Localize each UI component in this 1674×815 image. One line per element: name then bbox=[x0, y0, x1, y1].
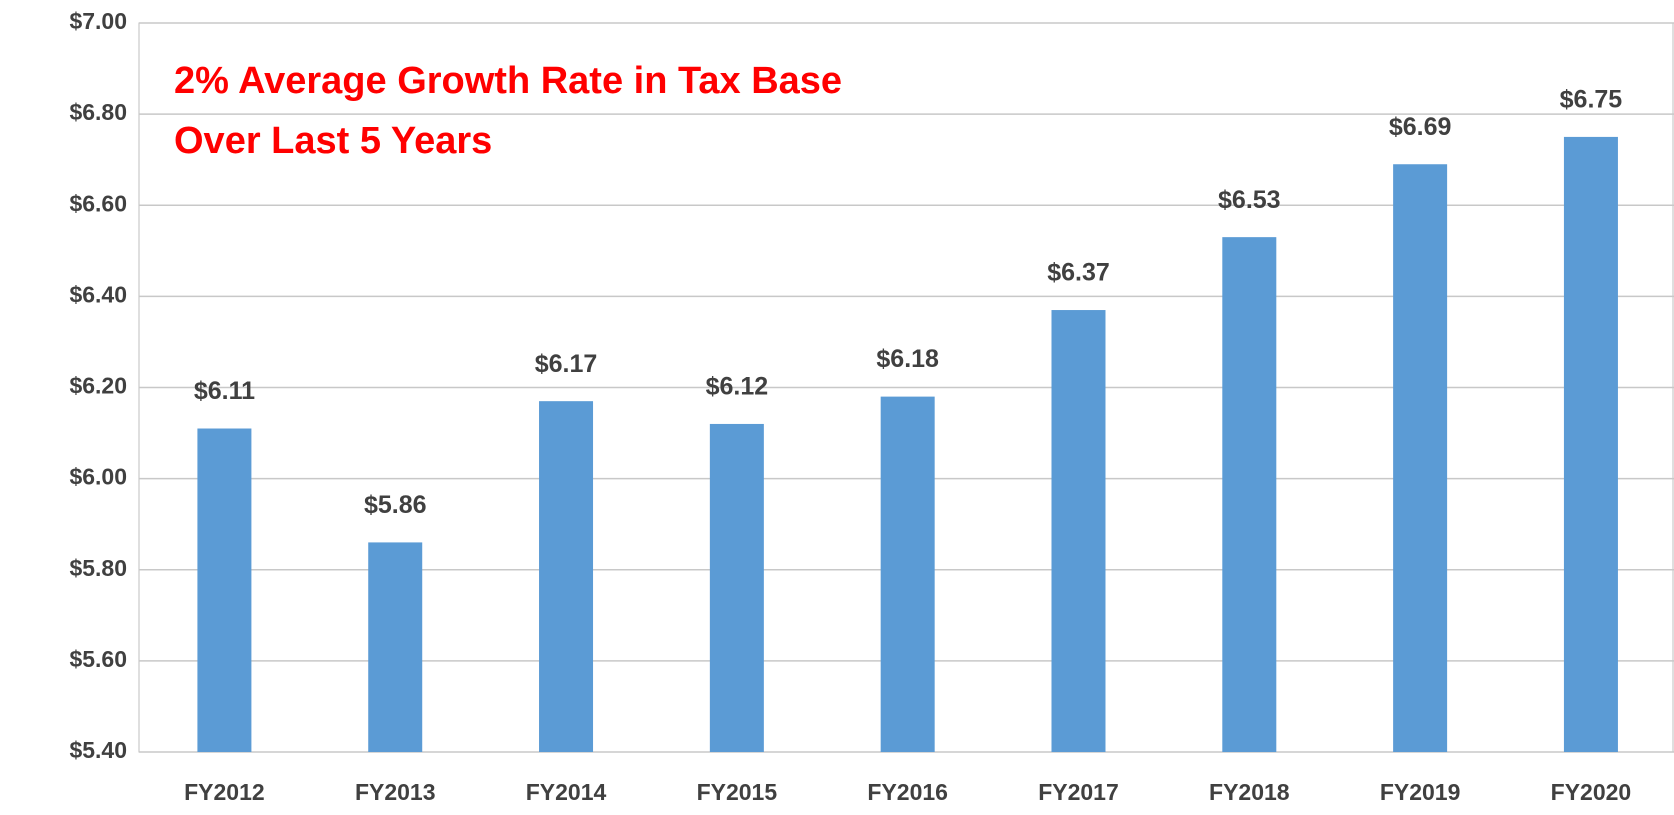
x-tick-label: FY2018 bbox=[1209, 779, 1290, 805]
bar bbox=[1393, 164, 1448, 752]
x-tick-label: FY2013 bbox=[355, 779, 436, 805]
x-tick-label: FY2020 bbox=[1551, 779, 1632, 805]
value-label: $6.37 bbox=[1047, 259, 1110, 287]
value-label: $6.75 bbox=[1560, 86, 1623, 114]
y-tick-label: $5.40 bbox=[69, 737, 127, 763]
y-tick-label: $5.60 bbox=[69, 646, 127, 672]
annotation: Over Last 5 Years bbox=[174, 120, 492, 162]
x-tick-label: FY2017 bbox=[1038, 779, 1119, 805]
bar bbox=[197, 428, 252, 752]
value-label: $6.69 bbox=[1389, 113, 1452, 141]
value-label: $6.53 bbox=[1218, 186, 1281, 214]
value-label: $6.18 bbox=[876, 345, 939, 373]
bar bbox=[709, 423, 764, 752]
bar bbox=[1222, 237, 1277, 753]
x-tick-label: FY2015 bbox=[697, 779, 778, 805]
y-tick-label: $6.00 bbox=[69, 464, 127, 490]
value-label: $5.86 bbox=[364, 491, 427, 519]
bar bbox=[1051, 310, 1106, 752]
x-tick-label: FY2012 bbox=[184, 779, 265, 805]
y-tick-label: $6.40 bbox=[69, 281, 127, 307]
y-tick-label: $6.20 bbox=[69, 373, 127, 399]
x-tick-label: FY2019 bbox=[1380, 779, 1461, 805]
bar bbox=[1563, 136, 1618, 752]
y-tick-label: $6.80 bbox=[69, 99, 127, 125]
x-tick-label: FY2016 bbox=[867, 779, 948, 805]
y-tick-label: $7.00 bbox=[69, 8, 127, 34]
value-label: $6.12 bbox=[706, 373, 769, 401]
bar bbox=[368, 542, 423, 752]
bar bbox=[539, 401, 594, 752]
value-label: $6.17 bbox=[535, 350, 598, 378]
y-tick-label: $5.80 bbox=[69, 555, 127, 581]
y-tick-label: $6.60 bbox=[69, 190, 127, 216]
bar bbox=[880, 396, 935, 752]
annotation: 2% Average Growth Rate in Tax Base bbox=[174, 60, 842, 102]
value-label: $6.11 bbox=[194, 377, 255, 405]
x-tick-label: FY2014 bbox=[526, 779, 607, 805]
